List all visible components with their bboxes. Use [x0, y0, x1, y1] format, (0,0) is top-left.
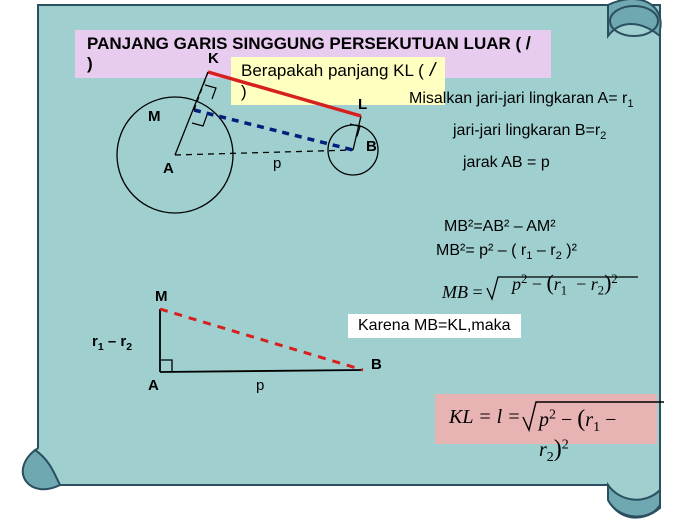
label-a2: A — [148, 377, 159, 394]
label-b2: B — [371, 356, 382, 373]
final-formula: KL = l = p2 − (r1 − r2)2 — [435, 394, 657, 444]
label-r1r2: r1 – r2 — [92, 333, 132, 353]
label-m2: M — [155, 288, 168, 305]
line-mb-2 — [160, 309, 363, 370]
content-area: PANJANG GARIS SINGGUNG PERSEKUTUAN LUAR … — [0, 0, 700, 525]
label-p2: p — [256, 377, 264, 394]
